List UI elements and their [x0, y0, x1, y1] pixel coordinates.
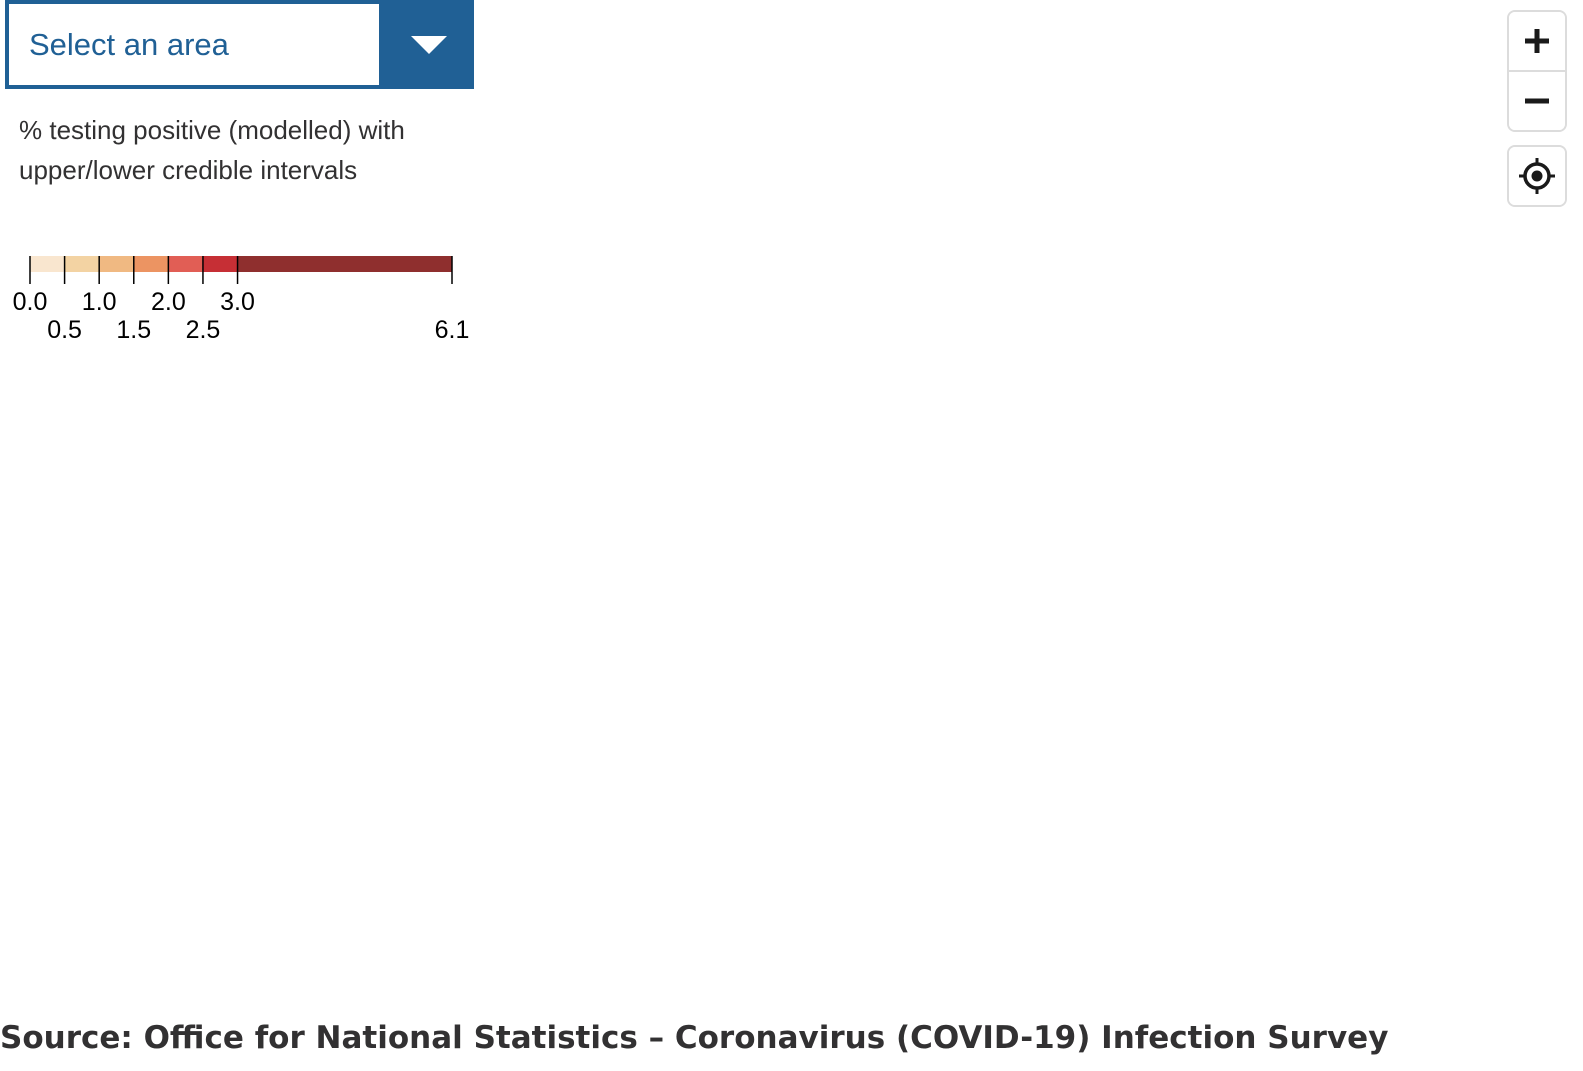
legend-tick-label: 3.0 [220, 288, 255, 316]
legend-tick-label: 6.1 [435, 316, 470, 344]
legend-swatch [30, 256, 65, 272]
area-select-toggle[interactable] [383, 0, 474, 89]
source-note: Source: Office for National Statistics –… [0, 1020, 1389, 1056]
legend-swatch [168, 256, 203, 272]
area-select-placeholder: Select an area [29, 26, 229, 62]
legend-tick-label: 1.5 [116, 316, 151, 344]
legend-tick-label: 2.0 [151, 288, 186, 316]
chevron-down-icon [410, 35, 447, 54]
area-select-field[interactable]: Select an area [5, 0, 383, 89]
legend-swatch [237, 256, 452, 272]
locate-control [1507, 145, 1567, 207]
legend-swatch [202, 256, 238, 272]
zoom-controls [1507, 10, 1567, 132]
legend-title: % testing positive (modelled) with upper… [19, 115, 405, 185]
zoom-in-button[interactable] [1509, 12, 1565, 70]
legend-swatch [64, 256, 100, 272]
plus-icon [1525, 29, 1549, 53]
locate-icon [1519, 158, 1555, 194]
legend-tick-label: 1.0 [82, 288, 117, 316]
legend-tick-label: 2.5 [186, 316, 221, 344]
legend-swatch [133, 256, 169, 272]
locate-button[interactable] [1509, 147, 1565, 205]
minus-icon [1525, 98, 1549, 104]
legend-tick-label: 0.0 [13, 288, 48, 316]
legend-scale: 0.00.51.01.52.02.53.0 6.1 [13, 256, 470, 344]
legend-swatch [99, 256, 134, 272]
zoom-out-button[interactable] [1509, 70, 1565, 130]
area-select[interactable]: Select an area [5, 0, 474, 89]
legend-tick-label: 0.5 [47, 316, 82, 344]
